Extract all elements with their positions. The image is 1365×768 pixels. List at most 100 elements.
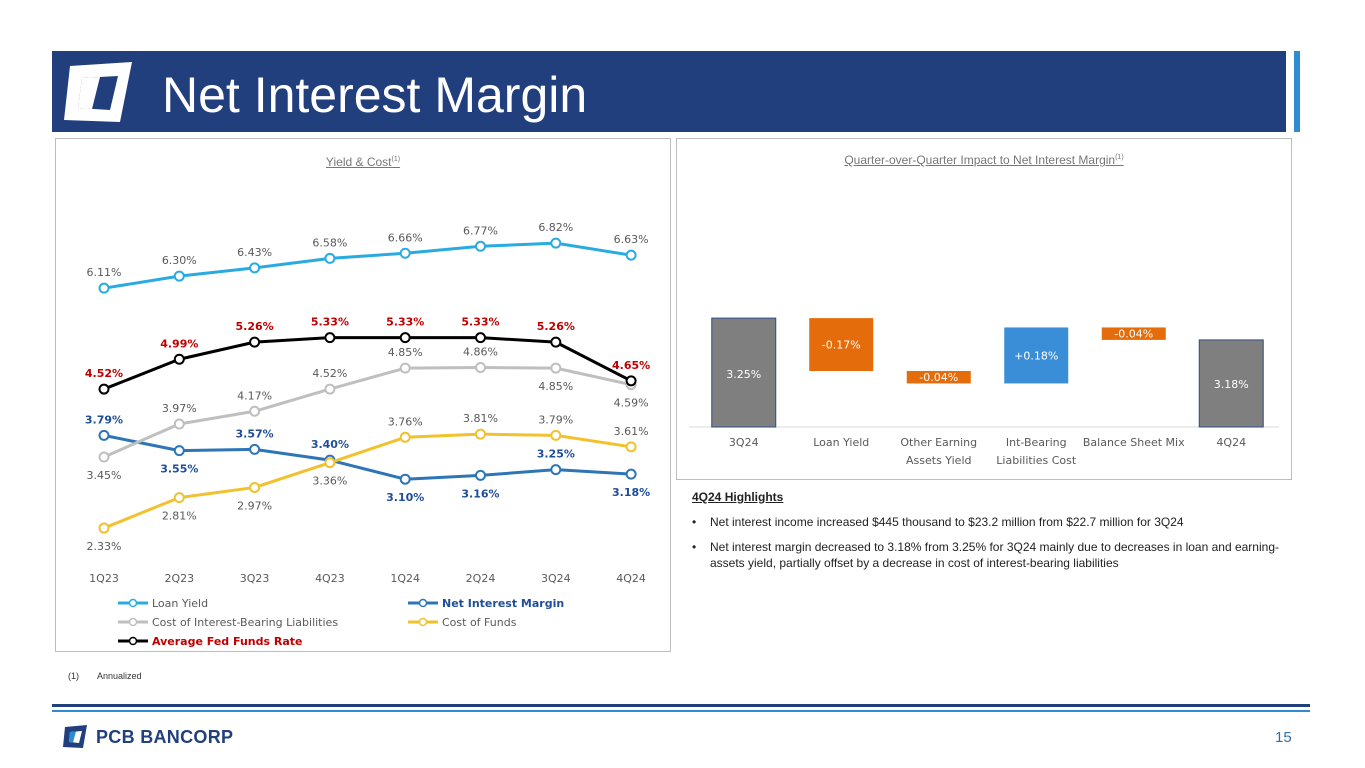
net-interest-margin-legend-marker [418,598,428,608]
cost-of-funds-data-label: 3.81% [463,412,498,425]
waterfall-bar [711,317,777,428]
pcb-logo-icon [64,62,132,122]
loan-yield-data-label: 6.66% [388,231,423,244]
waterfall-data-label: -0.04% [919,371,958,384]
average-fed-funds-rate-legend-marker [128,636,138,646]
bullet: • [692,540,697,554]
net-interest-margin-point [625,468,637,480]
cost-of-interest-bearing-liabilities-point [399,362,411,374]
cost-of-funds-data-label: 2.33% [87,540,122,553]
cost-of-interest-bearing-liabilities-point [173,418,185,430]
average-fed-funds-rate-point [625,375,637,387]
waterfall-category-label: Int-Bearing [1006,436,1067,449]
cost-of-funds-data-label: 2.97% [237,499,272,512]
highlight-text: Net interest margin decreased to 3.18% f… [710,540,1279,570]
footer-rule-blue [52,710,1310,712]
waterfall-data-label: 3.18% [1214,378,1249,391]
x-tick-label: 2Q23 [164,572,194,585]
x-tick-label: 4Q23 [315,572,345,585]
cost-of-interest-bearing-liabilities-point [98,451,110,463]
loan-yield-point [324,252,336,264]
cost-of-funds-data-label: 3.76% [388,415,423,428]
average-fed-funds-rate-data-label: 5.33% [386,316,424,329]
average-fed-funds-rate-point [98,383,110,395]
average-fed-funds-rate-point [324,332,336,344]
legend-label: Net Interest Margin [442,597,564,610]
waterfall-category-label: Other Earning [900,436,977,449]
legend-label: Cost of Funds [442,616,517,629]
cost-of-interest-bearing-liabilities-point [249,405,261,417]
loan-yield-point [173,270,185,282]
cost-of-funds-point [98,522,110,534]
net-interest-margin-data-label: 3.16% [461,487,499,500]
nim-waterfall-chart-title: Quarter-over-Quarter Impact to Net Inter… [844,153,1124,167]
company-name: PCB BANCORP [96,727,234,747]
cost-of-funds-legend-marker [418,617,428,627]
cost-of-funds-point [550,429,562,441]
cost-of-funds-point [249,481,261,493]
average-fed-funds-rate-data-label: 5.33% [311,316,349,329]
waterfall-category-label: 4Q24 [1216,436,1246,449]
loan-yield-point [475,240,486,252]
bullet: • [692,515,697,529]
net-interest-margin-point [98,429,110,441]
net-interest-margin-point [399,473,411,485]
cost-of-interest-bearing-liabilities-point [324,383,336,395]
legend-label: Average Fed Funds Rate [152,635,303,648]
average-fed-funds-rate-data-label: 5.33% [461,316,499,329]
x-tick-label: 1Q23 [89,572,119,585]
loan-yield-point [399,247,411,259]
waterfall-bar [809,318,874,371]
loan-yield-point [249,262,261,274]
yield-cost-line-chart: 1Q23 2Q23 3Q23 4Q23 1Q24 2Q24 3Q24 4Q24 6.11% 6.3… [85,221,650,648]
average-fed-funds-rate-line [103,336,632,391]
x-tick-label: 1Q24 [390,572,420,585]
x-tick-label: 3Q23 [240,572,270,585]
cost-of-interest-bearing-liabilities-data-label: 4.52% [312,367,347,380]
pcb-logo-icon [63,725,87,748]
net-interest-margin-data-label: 3.55% [160,463,198,476]
waterfall-category-label: Loan Yield [813,436,869,449]
yield-cost-chart-title: Yield & Cost(1) [325,155,401,169]
cost-of-funds-line [103,432,632,530]
x-tick-label: 3Q24 [541,572,571,585]
average-fed-funds-rate-data-label: 4.65% [612,359,650,372]
footer-rule [52,704,1310,707]
waterfall-category-label: Balance Sheet Mix [1083,436,1185,449]
highlight-item: • Net interest margin decreased to 3.18% … [692,539,1292,571]
yield-cost-chart-panel: Yield & Cost(1) 1Q23 2Q23 3Q23 4Q23 1Q24 2Q24… [55,138,671,652]
cost-of-interest-bearing-liabilities-data-label: 3.97% [162,402,197,415]
waterfall-category-label: Assets Yield [906,454,971,467]
waterfall-data-label: -0.04% [1114,328,1153,341]
net-interest-margin-point [249,443,261,455]
header-accent-bar-blue [1294,51,1300,132]
cost-of-interest-bearing-liabilities-data-label: 4.59% [614,397,649,410]
cost-of-interest-bearing-liabilities-point [550,362,562,374]
cost-of-interest-bearing-liabilities-data-label: 4.85% [538,380,573,393]
highlight-item: • Net interest income increased $445 thou… [692,514,1292,530]
loan-yield-data-label: 6.63% [614,233,649,246]
highlights-title: 4Q24 Highlights [692,490,784,504]
x-tick-label: 2Q24 [466,572,496,585]
header-accent-bar [1280,51,1286,132]
waterfall-bar [1004,327,1069,384]
cost-of-interest-bearing-liabilities-legend-marker [128,617,138,627]
highlight-text: Net interest income increased $445 thous… [710,515,1184,529]
loan-yield-point [625,249,637,261]
cost-of-funds-point [399,431,411,443]
footnote-marker: (1) [68,671,79,681]
loan-yield-data-label: 6.43% [237,246,272,259]
cost-of-funds-data-label: 2.81% [162,510,197,523]
cost-of-funds-data-label: 3.61% [614,425,649,438]
loan-yield-legend-marker [128,598,138,608]
cost-of-interest-bearing-liabilities-data-label: 4.17% [237,389,272,402]
average-fed-funds-rate-data-label: 5.26% [236,320,274,333]
page-number: 15 [1275,729,1292,746]
average-fed-funds-rate-point [249,336,261,348]
footnote-text: Annualized [97,671,142,681]
waterfall-category-label: 3Q24 [729,436,759,449]
legend-label: Loan Yield [152,597,208,610]
net-interest-margin-data-label: 3.18% [612,486,650,499]
loan-yield-data-label: 6.77% [463,224,498,237]
waterfall-data-label: 3.25% [726,368,761,381]
